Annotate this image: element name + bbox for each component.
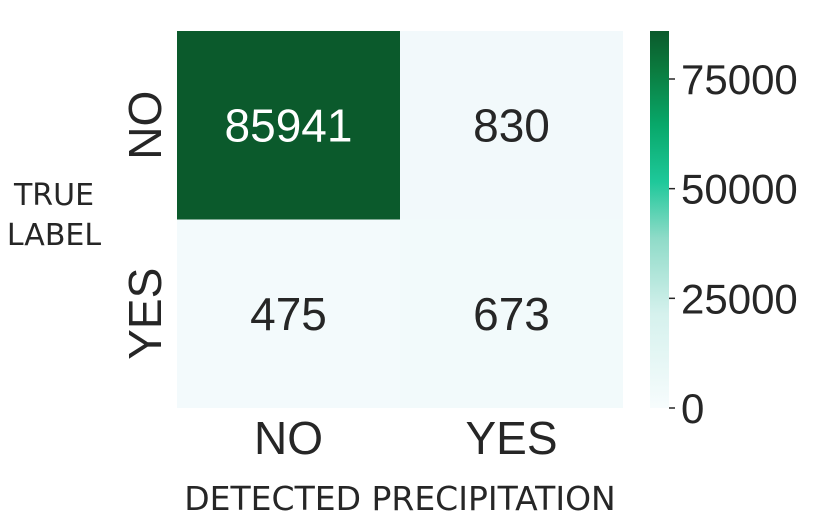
x-axis-title: DETECTED PRECIPITATION [184, 479, 615, 518]
y-tick-label: NO [119, 91, 171, 160]
colorbar-tick-label: 25000 [681, 275, 798, 322]
x-tick-label: NO [254, 412, 323, 464]
cell-value-labels: 85941 830 475 673 [225, 99, 550, 340]
heatmap-cell-yes-no [177, 219, 400, 408]
cell-value-label: 830 [473, 99, 550, 151]
heatmap-cell-no-no [177, 31, 400, 220]
x-tick-labels: NO YES [254, 412, 558, 464]
cell-value-label: 475 [250, 288, 327, 340]
y-axis-title-line2: LABEL [7, 218, 101, 253]
colorbar-tick-label: 50000 [681, 166, 798, 213]
colorbar-tick-label: 0 [681, 385, 704, 432]
colorbar [650, 31, 669, 408]
y-axis-title-line1: TRUE [13, 178, 94, 213]
cell-value-label: 673 [473, 288, 550, 340]
y-tick-label: YES [119, 268, 171, 360]
colorbar-ticks: 0 25000 50000 75000 [669, 56, 798, 432]
colorbar-tick-label: 75000 [681, 56, 798, 103]
x-tick-label: YES [465, 412, 557, 464]
heatmap-cells [177, 31, 623, 408]
heatmap-cell-yes-yes [400, 219, 623, 408]
cell-value-label: 85941 [225, 99, 353, 151]
y-tick-labels: NO YES [119, 91, 171, 360]
heatmap-cell-no-yes [400, 31, 623, 220]
